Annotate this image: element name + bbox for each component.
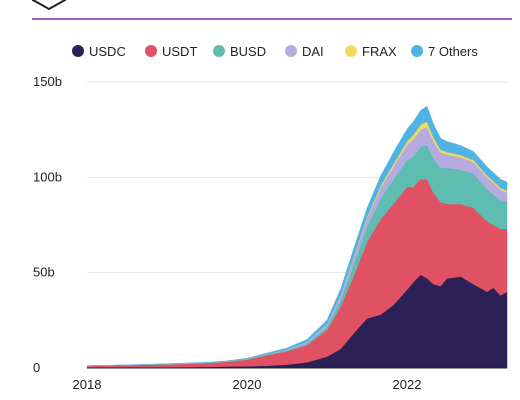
- legend-swatch: [213, 45, 225, 57]
- x-tick-label: 2020: [233, 377, 262, 392]
- x-axis: 2018 2020 2022: [73, 367, 507, 392]
- y-tick-label: 0: [33, 360, 40, 375]
- legend-swatch: [411, 45, 423, 57]
- legend-label: USDC: [89, 44, 126, 59]
- legend-swatch: [72, 45, 84, 57]
- legend-label: BUSD: [230, 44, 266, 59]
- legend-swatch: [145, 45, 157, 57]
- series-areas: [86, 105, 508, 369]
- legend-swatch: [345, 45, 357, 57]
- legend-label: 7 Others: [428, 44, 478, 59]
- y-tick-label: 50b: [33, 265, 55, 280]
- legend-label: FRAX: [362, 44, 397, 59]
- y-tick-label: 150b: [33, 74, 62, 89]
- legend: USDC USDT BUSD DAI FRAX 7 Others: [72, 44, 478, 59]
- y-tick-label: 100b: [33, 169, 62, 184]
- x-tick-label: 2018: [73, 377, 102, 392]
- legend-label: USDT: [162, 44, 197, 59]
- legend-swatch: [285, 45, 297, 57]
- legend-label: DAI: [302, 44, 324, 59]
- logo-icon: [32, 0, 66, 11]
- x-tick-label: 2022: [393, 377, 422, 392]
- area-series-7-others: [86, 105, 508, 367]
- y-axis: 0 50b 100b 150b: [33, 74, 62, 375]
